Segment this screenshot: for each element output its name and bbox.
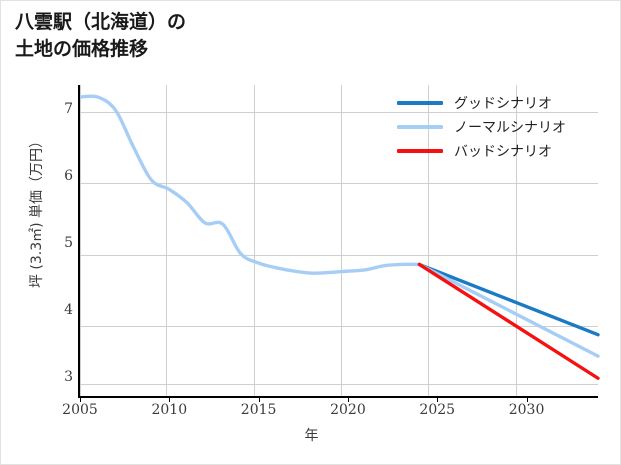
legend-label-normal: ノーマルシナリオ bbox=[454, 120, 566, 136]
legend-item-good[interactable]: グッドシナリオ bbox=[397, 91, 612, 115]
gridline-y-5 bbox=[80, 255, 598, 256]
series-line bbox=[417, 262, 600, 337]
x-tick-label: 2020 bbox=[330, 402, 366, 418]
x-tick-mark bbox=[258, 398, 260, 402]
legend-swatch-normal bbox=[397, 125, 443, 129]
gridline-y-4 bbox=[80, 326, 598, 327]
x-tick-mark bbox=[347, 398, 349, 402]
y-tick-label: 7 bbox=[64, 101, 73, 118]
legend-item-bad[interactable]: バッドシナリオ bbox=[397, 139, 612, 163]
x-tick-mark bbox=[80, 398, 81, 402]
legend-swatch-bad bbox=[397, 149, 443, 153]
page-title: 八雲駅（北海道）の 土地の価格推移 bbox=[15, 11, 187, 60]
y-tick-label: 6 bbox=[64, 168, 73, 185]
x-tick-mark bbox=[526, 398, 528, 402]
legend-swatch-good bbox=[397, 101, 443, 105]
gridline-x-2030 bbox=[516, 85, 517, 397]
x-axis-title: 年 bbox=[304, 428, 319, 444]
series-line bbox=[78, 94, 422, 275]
x-axis-line bbox=[78, 396, 598, 398]
legend: グッドシナリオ ノーマルシナリオ バッドシナリオ bbox=[397, 91, 612, 163]
y-tick-label: 5 bbox=[64, 235, 73, 252]
y-tick-label: 3 bbox=[64, 369, 73, 386]
y-tick-label: 4 bbox=[64, 302, 73, 319]
y-axis-line bbox=[78, 85, 80, 398]
gridline-y-6 bbox=[80, 183, 598, 184]
x-tick-label: 2005 bbox=[62, 402, 98, 418]
legend-item-normal[interactable]: ノーマルシナリオ bbox=[397, 115, 612, 139]
gridline-x-2015 bbox=[254, 85, 255, 397]
gridline-y-7 bbox=[80, 112, 598, 113]
x-tick-mark bbox=[437, 398, 439, 402]
gridline-x-2020 bbox=[341, 85, 342, 397]
x-tick-label: 2010 bbox=[151, 402, 188, 418]
x-tick-mark bbox=[169, 398, 171, 402]
legend-label-good: グッドシナリオ bbox=[454, 96, 552, 112]
x-tick-label: 2030 bbox=[508, 402, 545, 418]
gridline-x-2025 bbox=[428, 85, 429, 397]
series-line bbox=[417, 262, 600, 380]
gridline-x-2005 bbox=[80, 85, 81, 397]
gridline-x-2010 bbox=[166, 85, 167, 397]
y-tick-labels: 3 4 5 6 7 bbox=[41, 1, 73, 464]
plot-area bbox=[78, 85, 600, 397]
gridline-y-3 bbox=[80, 384, 598, 385]
series-lines bbox=[78, 94, 600, 380]
legend-label-bad: バッドシナリオ bbox=[454, 144, 552, 160]
y-axis-title: 坪 (3.3㎡) 単価（万円） bbox=[29, 133, 45, 289]
x-tick-label: 2025 bbox=[419, 402, 456, 418]
x-tick-label: 2015 bbox=[240, 402, 277, 418]
series-line bbox=[417, 262, 600, 358]
